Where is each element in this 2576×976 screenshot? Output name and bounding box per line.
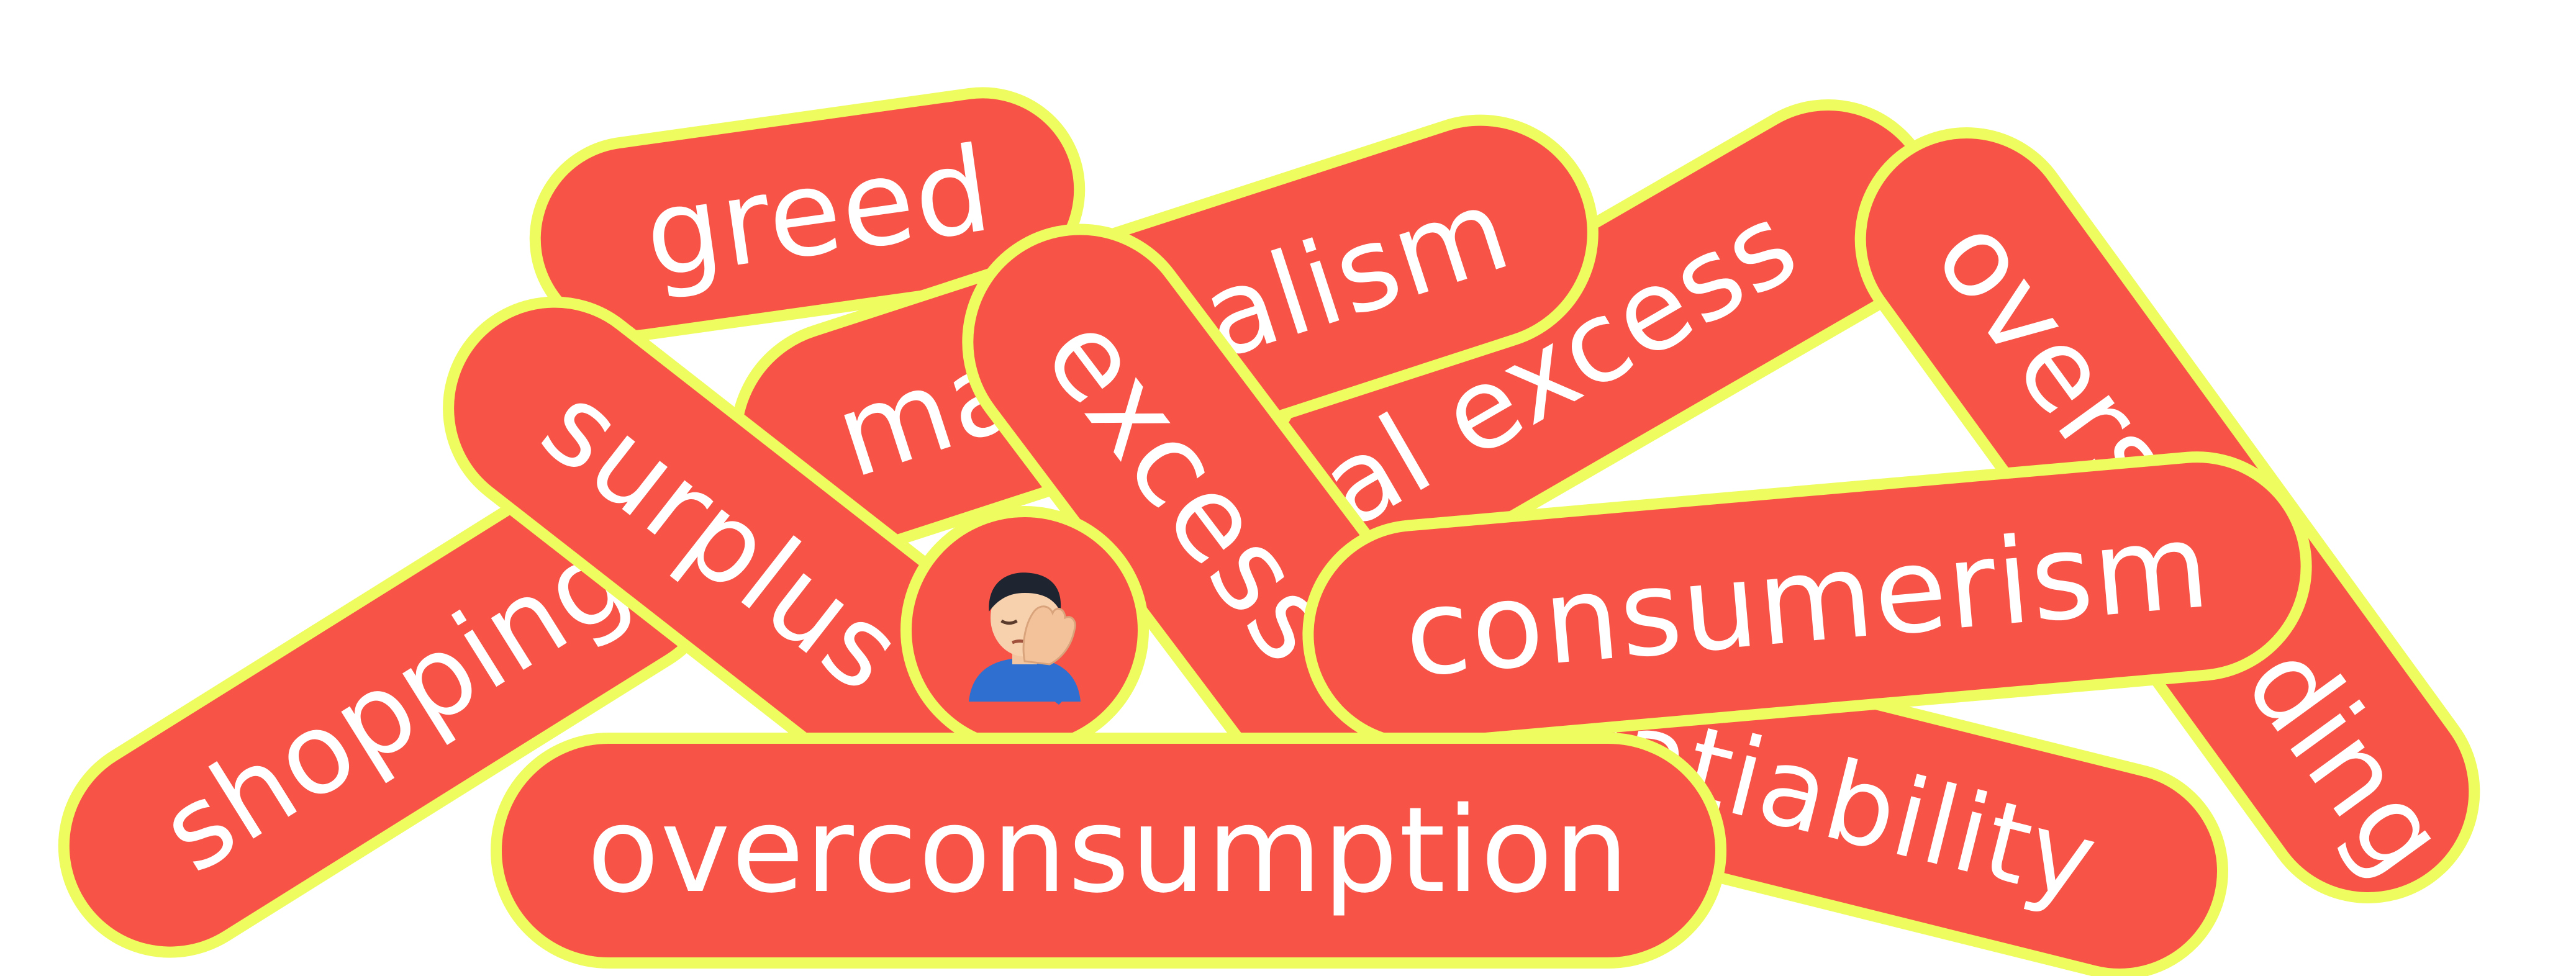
pill-overconsumption-label: overconsumption: [587, 782, 1630, 919]
face-palm-man-icon: [969, 572, 1081, 705]
pill-overconsumption: overconsumption: [491, 733, 1726, 969]
pill-consumerism-label: consumerism: [1399, 496, 2215, 704]
pill-greed-label: greed: [637, 120, 1000, 305]
face-badge: [900, 506, 1149, 754]
